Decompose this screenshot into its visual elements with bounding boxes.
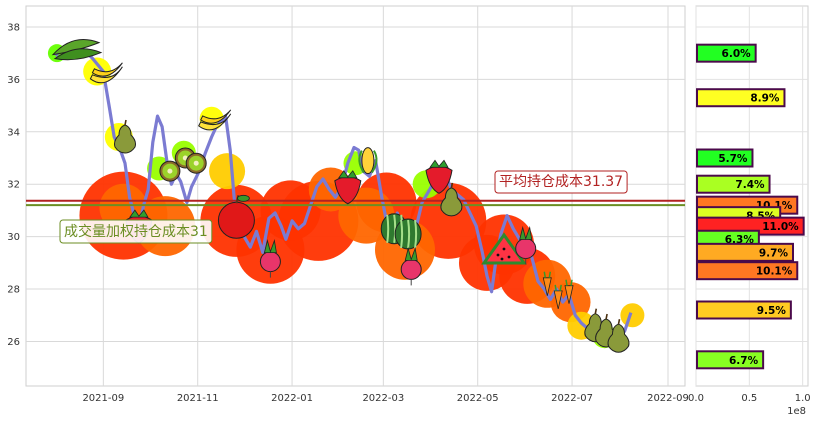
reference-line-label: 平均持仓成本31.37 xyxy=(494,170,628,194)
volume-bubble xyxy=(209,153,246,190)
volume-bar-label: 10.1% xyxy=(756,266,793,278)
volume-bar-label: 9.7% xyxy=(759,247,789,259)
y-tick-label: 32 xyxy=(7,180,20,191)
y-tick-label: 28 xyxy=(7,285,20,296)
reference-line-label-box xyxy=(494,170,628,194)
carrot-icon xyxy=(542,271,552,296)
volume-bar-label: 9.5% xyxy=(757,305,787,317)
y-tick-label: 34 xyxy=(7,127,20,138)
reference-line-label-text: 成交量加权持仓成本31 xyxy=(64,223,208,240)
y-tick-label: 26 xyxy=(7,337,20,348)
volume-bar-label: 8.9% xyxy=(750,93,780,105)
corn-icon xyxy=(358,147,378,175)
radish-icon xyxy=(259,239,281,278)
strawberry-icon xyxy=(334,170,362,205)
reference-line-label: 成交量加权持仓成本31 xyxy=(59,219,213,244)
volume-bar-label: 11.0% xyxy=(762,221,799,233)
volume-scale-label: 1e8 xyxy=(787,406,806,417)
watermelon-icon xyxy=(394,218,422,250)
radish-icon xyxy=(515,225,537,265)
volume-x-tick-label: 0.5 xyxy=(741,393,757,404)
volume-bar xyxy=(696,88,786,108)
banana-icon xyxy=(89,62,123,84)
volume-bar xyxy=(696,148,754,168)
kiwi-icon xyxy=(185,152,207,174)
x-tick-label: 2021-11 xyxy=(177,393,219,404)
kiwi-icon xyxy=(159,160,181,182)
volume-bubble xyxy=(620,303,645,328)
volume-bar-label: 5.7% xyxy=(718,153,748,165)
x-tick-label: 2022-09 xyxy=(647,393,689,404)
x-tick-label: 2022-07 xyxy=(551,393,593,404)
volume-bar xyxy=(696,300,792,320)
x-tick-label: 2022-01 xyxy=(271,393,313,404)
y-tick-label: 38 xyxy=(7,22,20,33)
x-tick-label: 2022-05 xyxy=(457,393,499,404)
volume-bar xyxy=(696,174,771,194)
apple-icon xyxy=(217,194,255,239)
x-tick-label: 2022-03 xyxy=(362,393,404,404)
volume-bar-label: 7.4% xyxy=(735,179,765,191)
watermelon-slice-icon xyxy=(481,232,527,265)
volume-bar xyxy=(696,350,765,370)
pear-icon xyxy=(607,319,630,353)
volume-bar xyxy=(696,261,799,281)
volume-bar xyxy=(696,242,794,262)
pear-icon xyxy=(114,119,136,154)
radish-icon xyxy=(400,246,422,286)
reference-line-label-box xyxy=(59,219,213,244)
volume-x-tick-label: 1.0 xyxy=(795,393,811,404)
x-tick-label: 2021-09 xyxy=(82,393,124,404)
soybean-icon xyxy=(51,39,103,61)
volume-bar-label: 6.7% xyxy=(729,355,759,367)
pear-icon xyxy=(440,182,463,217)
volume-x-tick-label: 0.0 xyxy=(688,393,704,404)
volume-bar xyxy=(696,43,757,63)
carrot-icon xyxy=(564,279,574,304)
strawberry-icon xyxy=(425,159,453,194)
volume-bar-label: 6.0% xyxy=(722,48,752,60)
carrot-icon xyxy=(553,284,563,309)
y-tick-label: 30 xyxy=(7,232,20,243)
banana-icon xyxy=(198,109,232,131)
y-tick-label: 36 xyxy=(7,75,20,86)
volume-bubble xyxy=(260,180,321,241)
reference-line-label-text: 平均持仓成本31.37 xyxy=(499,174,623,190)
price-chart-panel: 26 28 30 32 34 36 38 2021-09 2021-11 2022-01 2022-… xyxy=(7,5,689,404)
volume-profile-panel: 0.00.51.01e86.0%8.9%5.7%7.4%10.1%8.5%11.… xyxy=(688,5,811,417)
